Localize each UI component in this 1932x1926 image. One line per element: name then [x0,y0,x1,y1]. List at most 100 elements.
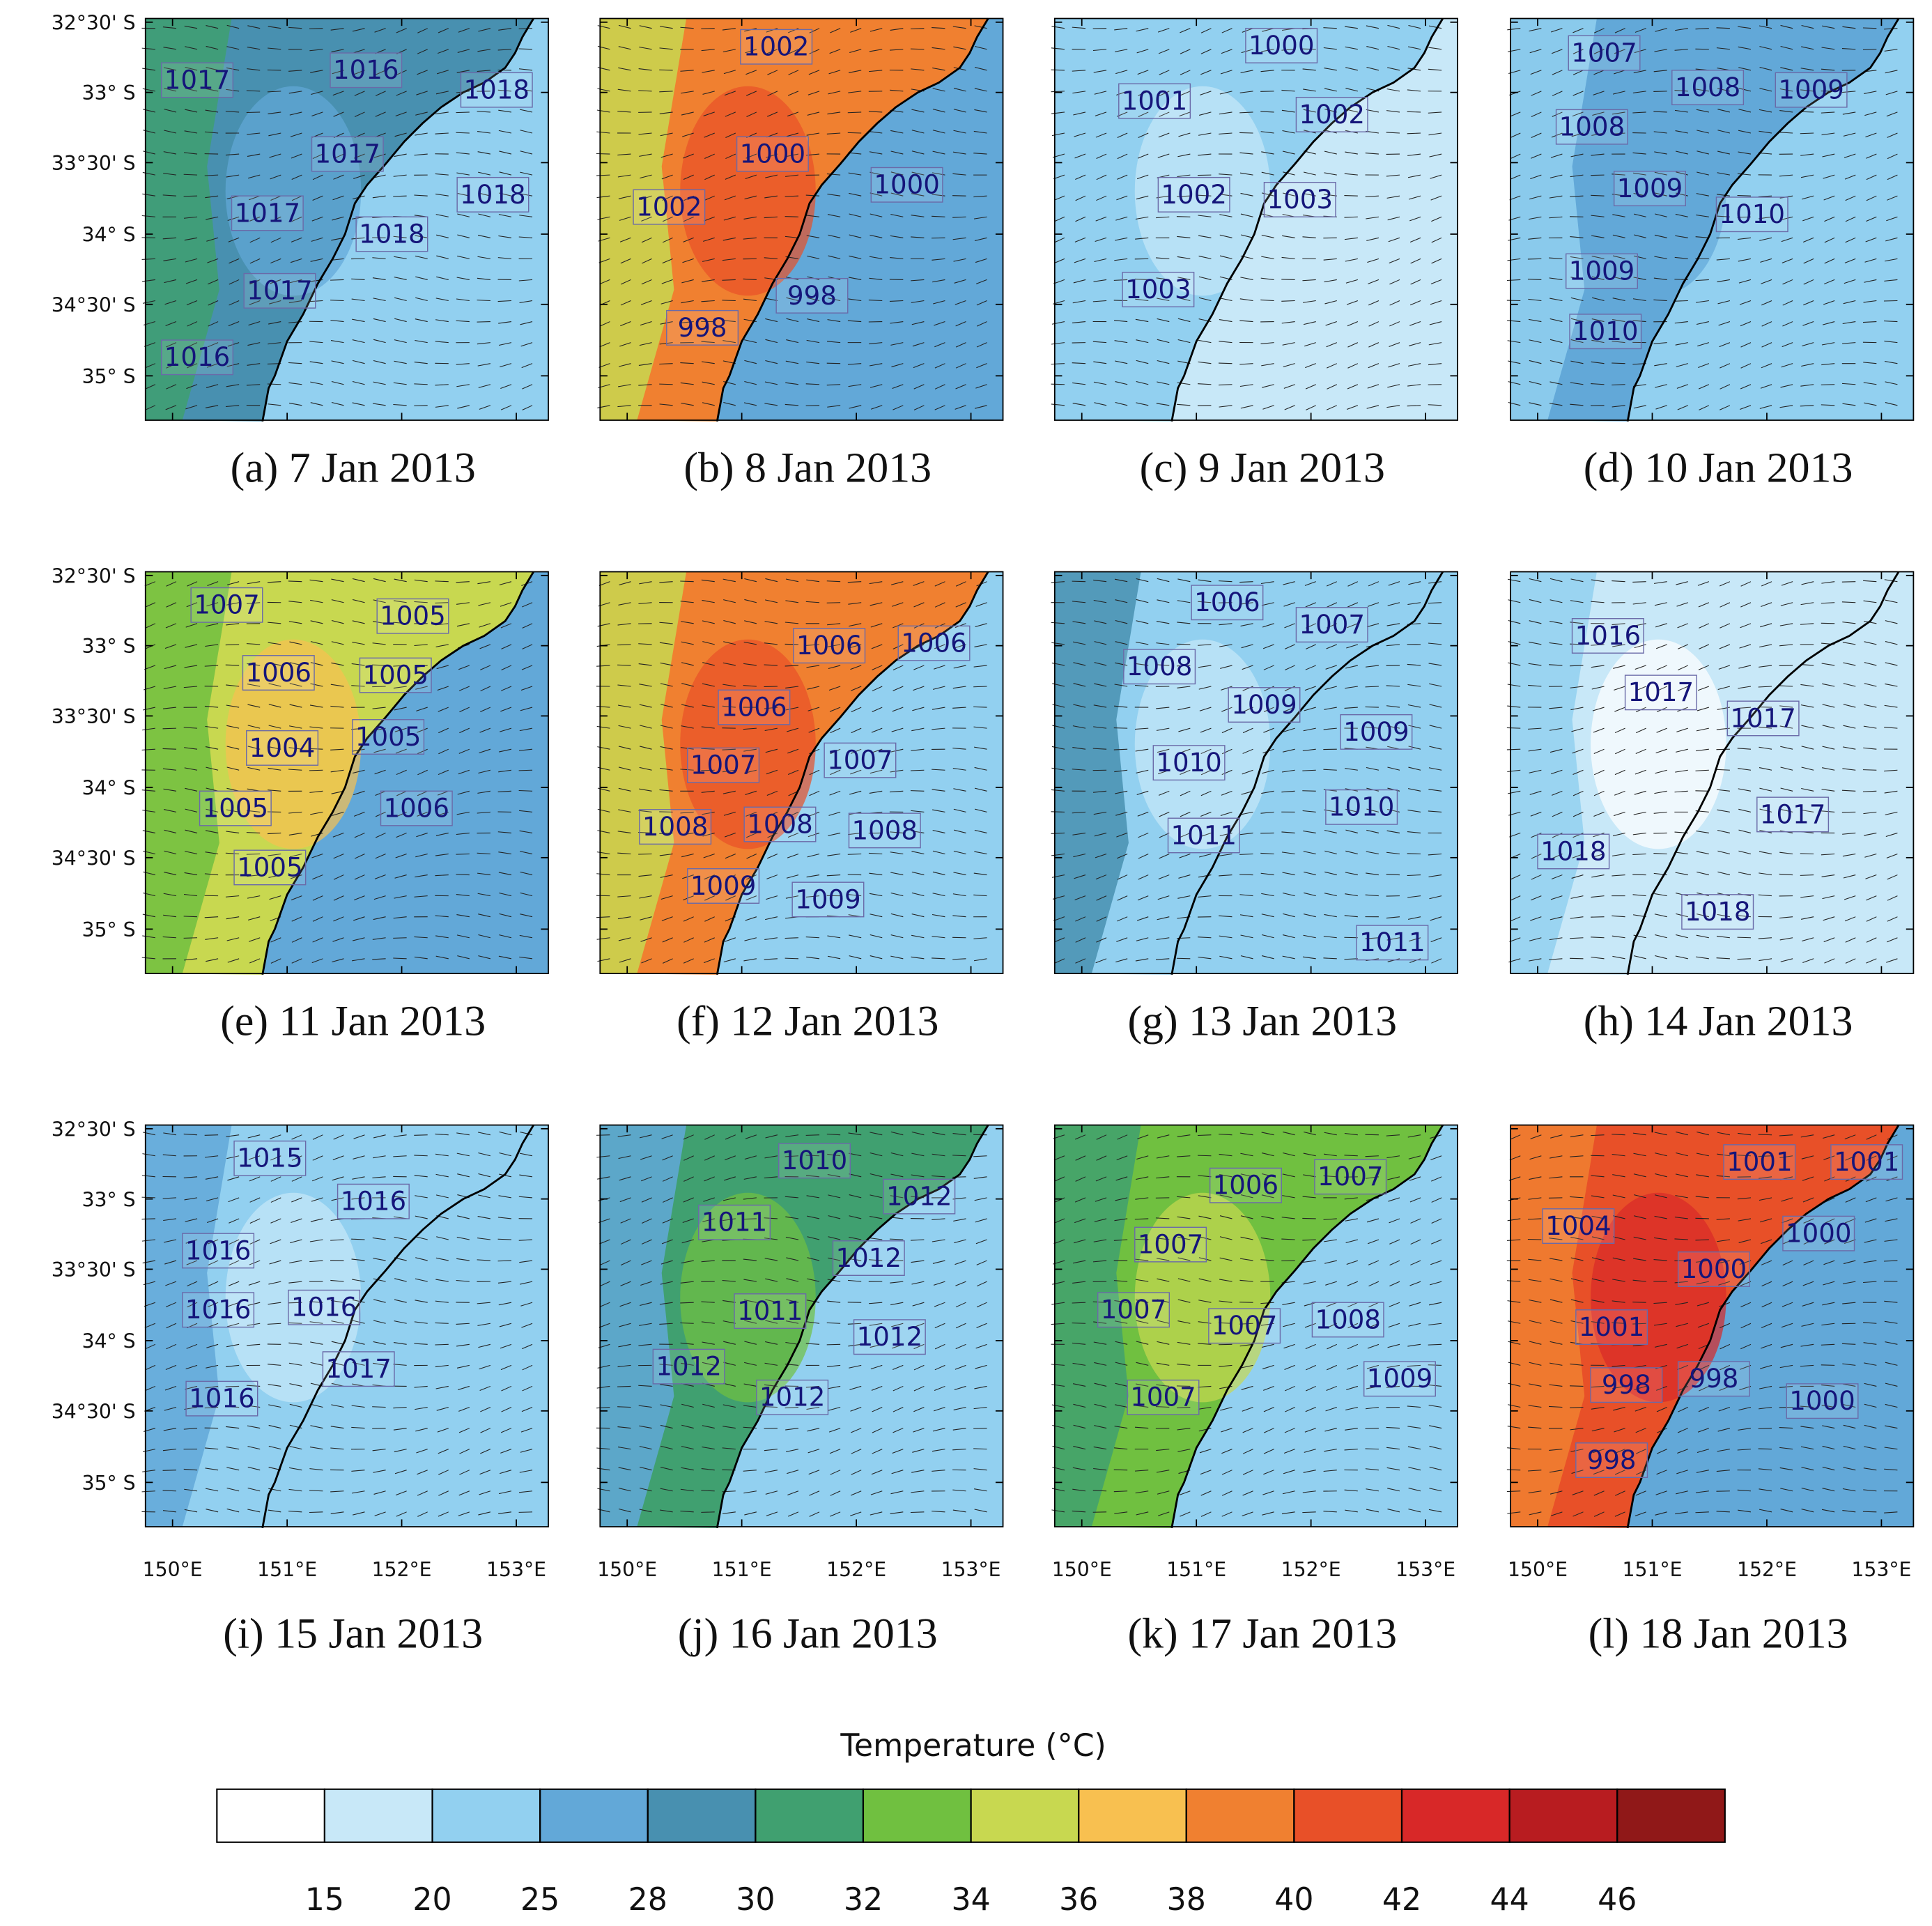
wind-vector [1303,1153,1316,1157]
wind-vector [850,665,862,670]
wind-vector [394,1470,407,1474]
wind-vector [766,854,778,859]
wind-vector [932,850,945,855]
wind-vector [1284,707,1295,712]
core-field [680,86,816,296]
wind-vector [1697,1302,1709,1307]
wind-vector [1221,49,1232,54]
wind-vector [1345,893,1358,897]
wind-vector [228,237,240,242]
wind-vector [164,109,177,113]
wind-vector [619,1302,631,1307]
wind-vector [1219,1153,1232,1157]
wind-vector [1885,641,1898,645]
wind-vector [1428,1302,1442,1306]
wind-vector [1549,1217,1563,1219]
wind-vector [144,363,156,369]
wind-vector [890,1195,904,1199]
wind-vector [1864,683,1877,687]
wind-vector [744,1155,757,1160]
wind-vector [1261,1153,1274,1157]
wind-vector [1740,384,1752,390]
wind-vector [1699,1364,1710,1371]
wind-vector [934,405,945,410]
wind-vector [1155,958,1170,960]
wind-vector [270,174,281,180]
wind-vector [498,872,512,876]
wind-vector [1841,789,1856,792]
wind-vector [955,1281,966,1286]
wind-vector [1114,340,1128,344]
wind-vector [1366,25,1380,29]
wind-vector [1760,384,1772,389]
wind-vector [393,1364,407,1366]
wind-vector [1368,279,1380,284]
wind-vector [1072,26,1086,29]
wind-vector [1323,1470,1337,1472]
wind-vector [1572,832,1584,838]
wind-vector [1260,1302,1274,1304]
wind-vector [1200,832,1212,838]
wind-vector [1283,171,1295,176]
wind-vector [1507,28,1521,31]
pressure-label: 1006 [796,631,862,661]
wind-vector [870,769,883,774]
wind-vector [1366,237,1380,241]
wind-vector [1636,1449,1646,1454]
wind-vector [1864,91,1877,94]
wind-vector [932,686,945,690]
wind-vector [393,403,407,406]
wind-vector [497,790,511,792]
wind-vector [1260,1237,1274,1240]
inland-field [145,1125,232,1527]
wind-vector [662,1155,673,1161]
wind-vector [932,727,945,730]
wind-vector [787,111,799,117]
wind-vector [1239,581,1253,583]
wind-vector [1054,1176,1065,1182]
wind-vector [352,1176,365,1180]
wind-vector [1570,297,1584,302]
wind-vector [787,769,799,776]
wind-vector [1781,1197,1793,1202]
wind-vector [1136,402,1149,406]
wind-vector [1261,1194,1274,1199]
wind-vector [395,1490,407,1496]
wind-vector [870,1364,883,1370]
wind-vector [1531,895,1542,901]
wind-vector [1719,342,1731,348]
wind-vector [1528,663,1542,666]
wind-vector [599,321,610,327]
wind-vector [394,1320,407,1324]
wind-vector [786,297,799,302]
wind-vector [478,384,491,388]
pressure-label: 1011 [1171,820,1237,850]
wind-vector [289,279,302,284]
pressure-label-box [355,216,428,252]
wind-vector [1720,384,1731,390]
coastline [716,17,989,422]
wind-vector [1282,151,1295,155]
wind-vector [1550,360,1563,364]
wind-vector [1884,790,1898,794]
wind-vector [934,1364,945,1371]
wind-vector [1387,24,1400,29]
wind-vector [641,1260,652,1265]
wind-vector [787,91,799,96]
wind-vector [1075,958,1086,964]
wind-vector [934,384,945,390]
wind-vector [1428,642,1442,645]
wind-vector [372,686,386,688]
wind-vector [1821,363,1835,366]
wind-vector [1699,405,1710,410]
wind-vector [1198,1195,1212,1199]
wind-vector [1634,790,1646,795]
wind-vector [1220,70,1232,75]
wind-vector [1843,725,1856,729]
wind-vector [1157,318,1170,323]
wind-vector [704,195,715,201]
wind-vector [1591,255,1605,259]
wind-vector [1155,1406,1170,1408]
wind-vector [144,1385,156,1392]
wind-vector [743,1490,757,1494]
